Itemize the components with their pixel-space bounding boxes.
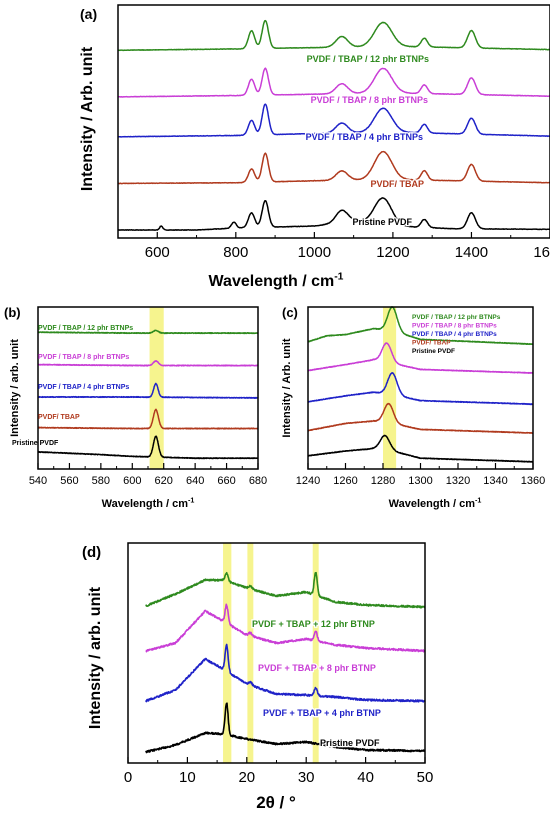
x-axis-label: Wavelength / cm-1 (389, 497, 482, 510)
y-axis-label: Intensity / Arb. unit (79, 46, 96, 191)
series-label: PVDF + TBAP + 8 phr BTNP (258, 663, 376, 673)
x-tick-label: 1300 (408, 475, 432, 487)
panel-label: (c) (282, 305, 298, 320)
y-axis-label: Intensity / arb. unit (87, 586, 104, 729)
series-line (307, 434, 534, 463)
panel-label: (b) (4, 305, 21, 320)
x-tick-label: 10 (179, 769, 196, 786)
x-tick-label: 680 (249, 475, 267, 487)
x-axis-label-superscript: -1 (334, 272, 343, 283)
series-line (145, 571, 426, 609)
series-line (37, 329, 259, 335)
series-line (307, 372, 534, 406)
series-label: PVDF / TBAP / 12 phr BTNPs (307, 54, 429, 64)
series-label: Pristine PVDF (412, 348, 455, 355)
x-tick-label: 20 (238, 769, 255, 786)
x-tick-label: 1400 (455, 244, 488, 261)
x-tick-label: 540 (29, 475, 47, 487)
highlight-band (149, 307, 164, 469)
series-line (117, 19, 550, 52)
highlight-band (383, 307, 397, 469)
x-tick-label: 1000 (298, 244, 331, 261)
x-axis-label-text: 2θ / ° (256, 793, 296, 812)
plot-frame (127, 542, 426, 764)
y-axis-label: Intensity / arb. unit (9, 339, 21, 437)
x-tick-label: 40 (357, 769, 374, 786)
x-tick-label: 0 (124, 769, 132, 786)
y-axis-label: Intensity / Arb. unit (281, 338, 293, 438)
highlight-band (247, 543, 254, 763)
series-label: PVDF + TBAP + 4 phr BTNP (263, 708, 381, 718)
x-tick-label: 1340 (483, 475, 507, 487)
x-tick-label: 560 (60, 475, 78, 487)
x-axis-label: Wavelength / cm-1 (102, 497, 195, 510)
plot-frame (117, 4, 550, 239)
series-label: PVDF + TBAP + 12 phr BTNP (252, 619, 375, 629)
series-label: Pristine PVDF (12, 440, 59, 447)
series-line (117, 197, 550, 231)
panel-c: 1240 1260 1280 1300 1320 1340 1360 (c) Wavelengt… (281, 305, 545, 510)
x-axis-label-text: Wavelength / cm (389, 498, 476, 510)
series-line (117, 150, 550, 185)
x-tick-label: 1200 (376, 244, 409, 261)
x-axis-label-text: Wavelength / cm (209, 273, 335, 290)
series-label: PVDF / TBAP / 8 phr BTNPs (412, 323, 497, 330)
series-line (37, 435, 259, 460)
series-label: PVDF / TBAP / 8 phr BTNPs (311, 95, 428, 105)
series-line (37, 408, 259, 430)
x-tick-label: 1600 (533, 244, 550, 261)
series-line (117, 67, 550, 98)
series-line (307, 342, 534, 374)
x-axis-label: 2θ / ° (256, 793, 296, 812)
panel-label: (d) (82, 544, 101, 561)
series-label: Pristine PVDF (352, 217, 412, 227)
series-label: PVDF / TBAP / 4 phr BTNPs (306, 132, 423, 142)
x-tick-label: 600 (123, 475, 141, 487)
x-tick-label: 1320 (446, 475, 470, 487)
panel-d: 0 10 20 30 40 50 (d) 2θ / ° Intensity / arb. uni… (82, 542, 434, 812)
x-tick-label: 1260 (333, 475, 357, 487)
x-tick-label: 660 (217, 475, 235, 487)
x-tick-label: 640 (186, 475, 204, 487)
series-label: PVDF / TBAP / 8 phr BTNPs (38, 354, 129, 361)
series-label: PVDF/ TBAP (412, 340, 451, 347)
x-tick-label: 50 (417, 769, 434, 786)
series-label: PVDF / TBAP / 12 phr BTNPs (38, 325, 133, 332)
x-tick-label: 600 (145, 244, 170, 261)
x-axis-label-text: Wavelength / cm (102, 498, 189, 510)
x-axis-label-superscript: -1 (475, 497, 481, 505)
x-tick-label: 1360 (521, 475, 545, 487)
x-tick-label: 1280 (371, 475, 395, 487)
series-line (307, 402, 534, 434)
series-line (37, 360, 259, 367)
series-line (117, 103, 550, 138)
series-line (145, 643, 426, 703)
x-tick-label: 30 (298, 769, 315, 786)
series-label: PVDF/ TBAP (370, 179, 424, 189)
series-line (37, 382, 259, 399)
panel-b: 540 560 580 600 620 640 660 680 (b) Wavelength / … (4, 305, 267, 510)
series-label: PVDF / TBAP / 4 phr BTNPs (412, 331, 497, 338)
x-tick-label: 620 (155, 475, 173, 487)
series-label: PVDF/ TBAP (38, 414, 80, 421)
x-tick-label: 800 (223, 244, 248, 261)
x-axis-label-superscript: -1 (188, 497, 194, 505)
series-line (145, 603, 426, 653)
series-line (307, 306, 534, 346)
series-label: PVDF / TBAP / 12 phr BTNPs (412, 314, 501, 321)
series-line (145, 702, 426, 754)
series-label: Pristine PVDF (320, 738, 380, 748)
x-tick-label: 1240 (296, 475, 320, 487)
series-label: PVDF / TBAP / 4 phr BTNPs (38, 384, 129, 391)
panel-label: (a) (80, 6, 97, 22)
panel-a: 600 800 1000 1200 1400 1600 (a) Wavelength / cm… (79, 4, 550, 290)
x-tick-label: 580 (92, 475, 110, 487)
x-axis-label: Wavelength / cm-1 (209, 272, 344, 290)
highlight-band (312, 543, 319, 763)
